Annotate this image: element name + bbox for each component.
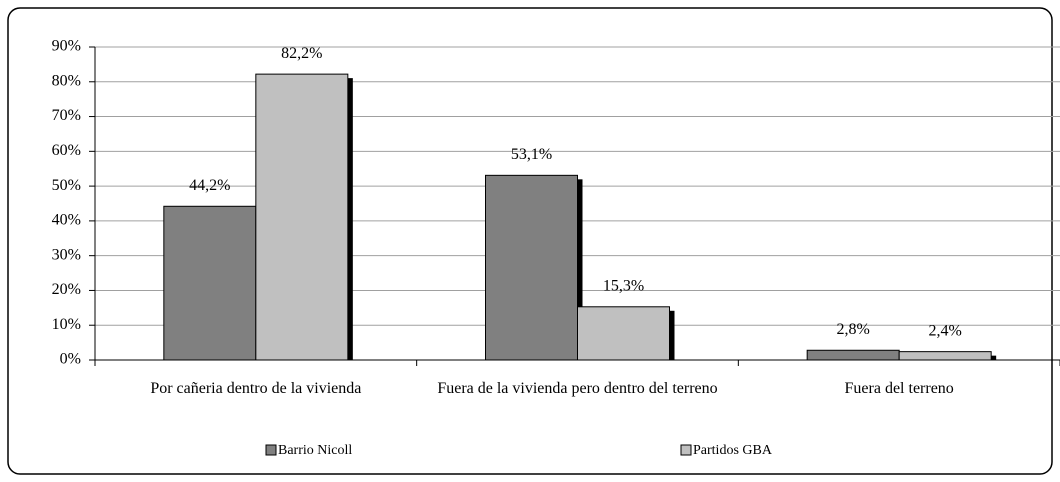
bar-shadow (669, 310, 675, 360)
y-tick-label: 50% (52, 177, 81, 194)
y-tick-label: 30% (52, 246, 81, 263)
data-label: 2,8% (837, 321, 870, 338)
x-tick-label: Fuera del terreno (844, 380, 954, 397)
legend-swatch (265, 444, 277, 456)
bar (898, 351, 992, 361)
legend-label: Partidos GBA (693, 443, 773, 458)
bar (577, 306, 670, 361)
y-tick-label: 40% (52, 212, 81, 229)
y-tick-label: 80% (52, 72, 81, 89)
bar (485, 174, 578, 361)
bar (806, 349, 900, 361)
x-tick-label: Por cañeria dentro de la vivienda (150, 380, 362, 397)
y-tick-label: 70% (52, 107, 81, 124)
y-tick-label: 20% (52, 281, 81, 298)
data-label: 15,3% (603, 277, 644, 294)
bar (255, 73, 349, 361)
y-tick-label: 0% (60, 351, 81, 368)
legend-label: Barrio Nicoll (278, 443, 352, 458)
bar-shadow (991, 355, 997, 360)
bar-shadow (577, 179, 583, 360)
y-tick-label: 10% (52, 316, 81, 333)
data-label: 82,2% (281, 45, 322, 62)
data-label: 44,2% (189, 177, 230, 194)
legend-swatch (680, 444, 692, 456)
y-tick-label: 90% (52, 38, 81, 55)
data-label: 53,1% (511, 146, 552, 163)
bar-shadow (347, 78, 353, 361)
bar (163, 205, 257, 361)
x-tick-label: Fuera de la vivienda pero dentro del ter… (437, 380, 718, 397)
y-tick-label: 60% (52, 142, 81, 159)
data-label: 2,4% (929, 322, 962, 339)
